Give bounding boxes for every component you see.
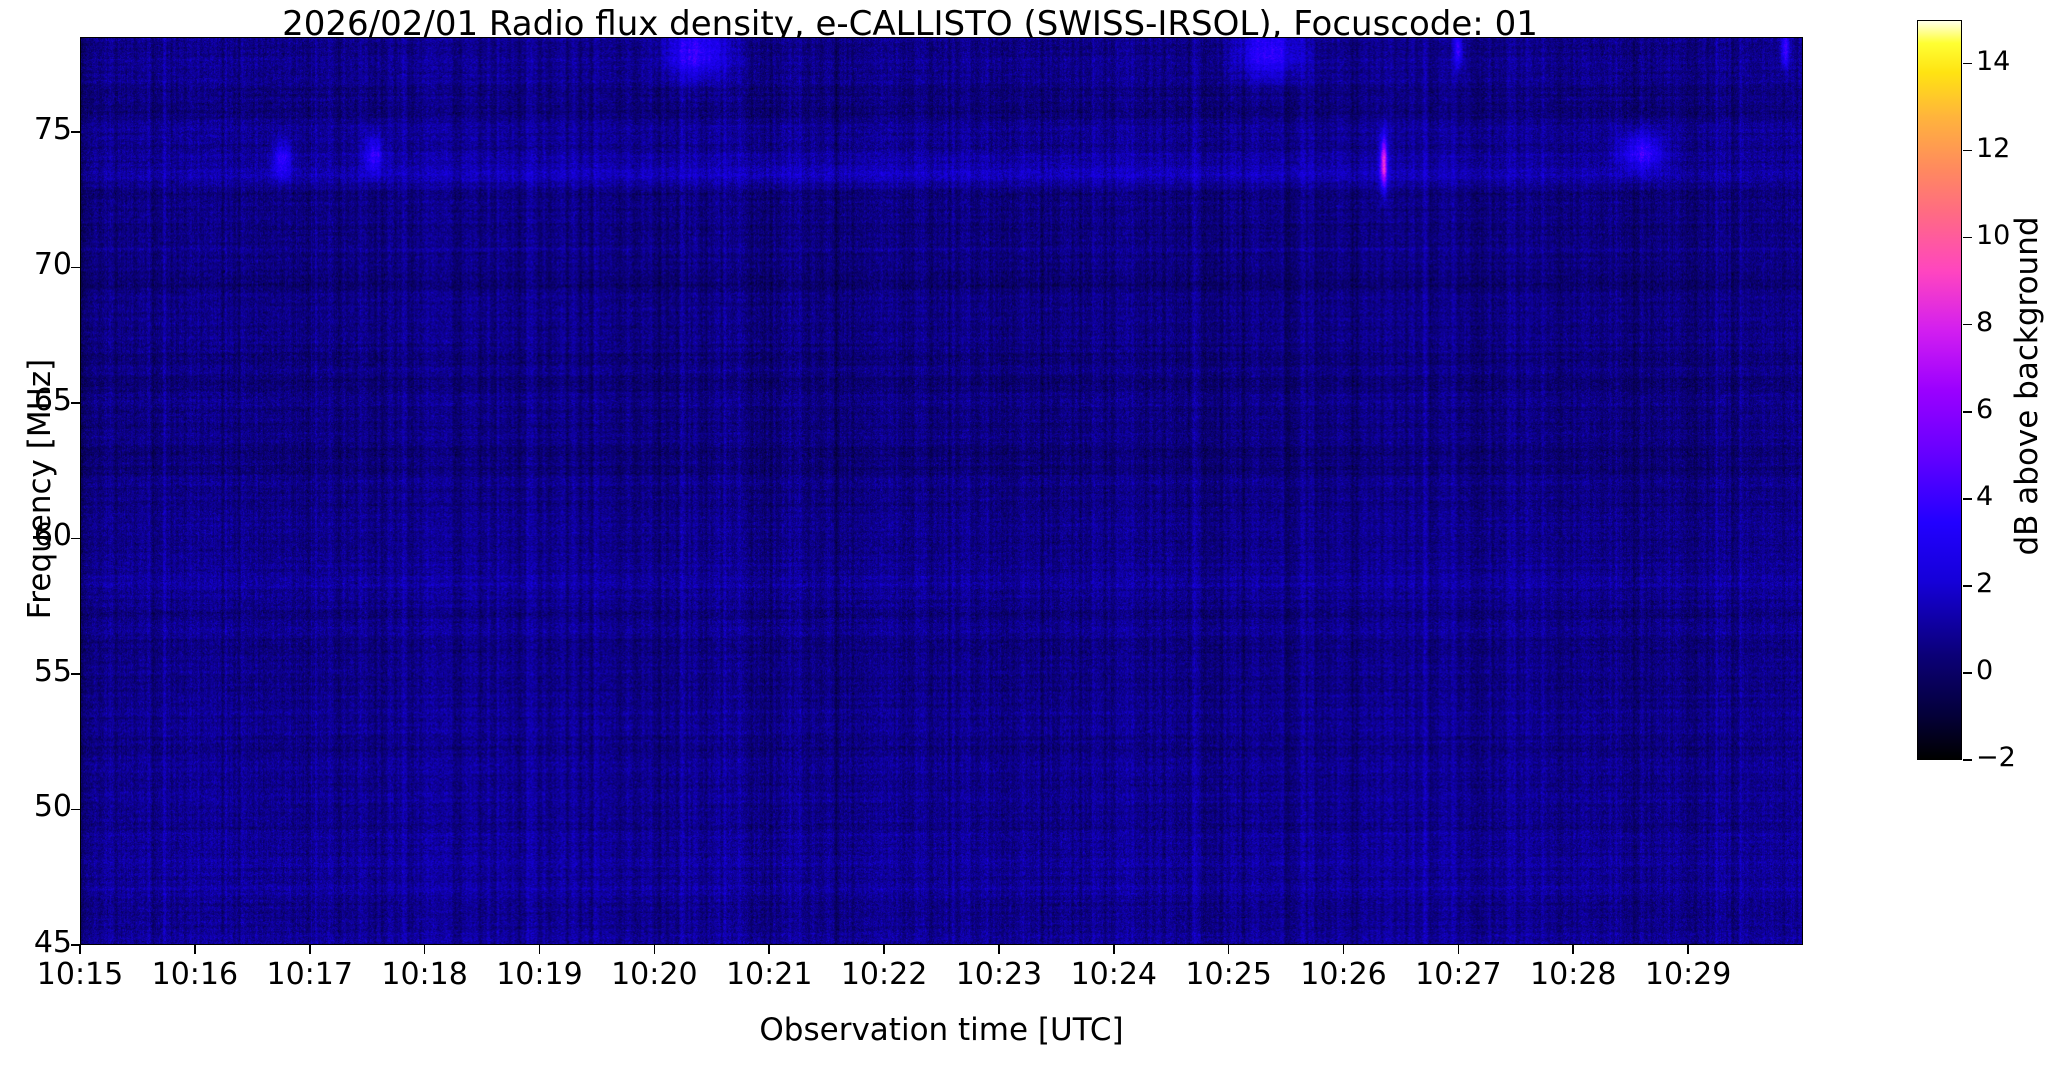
colorbar-gradient: [1918, 21, 1961, 759]
x-tick-label: 10:28: [1530, 957, 1617, 992]
colorbar-tick-mark: [1963, 759, 1972, 761]
x-tick-label: 10:16: [151, 957, 239, 992]
x-tick-label: 10:15: [36, 957, 124, 992]
x-tick-mark: [308, 945, 311, 954]
colorbar-tick-mark: [1963, 62, 1972, 65]
x-axis-label: Observation time [UTC]: [759, 1012, 1124, 1048]
colorbar-label-wrap: dB above background: [2009, 20, 2045, 760]
colorbar-tick-label: 8: [1976, 306, 1994, 338]
colorbar-tick-label: 0: [1976, 654, 1994, 686]
colorbar-tick-label: 10: [1976, 219, 2011, 251]
y-tick-mark: [71, 537, 80, 540]
colorbar-tick-label: 4: [1976, 480, 1994, 512]
y-tick-mark: [71, 808, 80, 811]
x-tick-label: 10:19: [496, 957, 583, 992]
x-tick-label: 10:29: [1644, 957, 1732, 992]
spectrogram-image: [81, 38, 1802, 944]
colorbar-label: dB above background: [2009, 216, 2045, 556]
spectrogram-axes: [80, 37, 1803, 945]
x-tick-label: 10:25: [1185, 957, 1272, 992]
x-tick-mark: [1572, 945, 1575, 954]
colorbar-tick-mark: [1963, 410, 1972, 413]
colorbar-tick-mark: [1963, 498, 1972, 500]
y-tick-label: 55: [33, 653, 72, 689]
x-tick-mark: [1113, 945, 1115, 954]
x-tick-mark: [883, 945, 885, 954]
colorbar-tick-mark: [1963, 672, 1972, 674]
colorbar-tick-mark: [1963, 585, 1972, 587]
y-tick-label: 45: [33, 925, 72, 960]
x-tick-mark: [1687, 945, 1689, 954]
x-tick-label: 10:24: [1070, 957, 1158, 992]
y-tick-mark: [71, 402, 80, 404]
colorbar-tick-mark: [1963, 323, 1972, 326]
colorbar-tick-label: 6: [1976, 393, 1994, 425]
y-tick-mark: [71, 131, 80, 133]
x-tick-mark: [1227, 945, 1230, 954]
x-tick-mark: [768, 945, 770, 954]
y-tick-label: 60: [33, 518, 72, 554]
y-tick-label: 65: [33, 382, 72, 418]
x-tick-mark: [1342, 945, 1345, 954]
x-tick-mark: [538, 945, 541, 954]
x-tick-label: 10:23: [955, 957, 1043, 992]
x-tick-label: 10:26: [1300, 957, 1387, 992]
x-tick-mark: [79, 945, 81, 954]
y-tick-mark: [71, 673, 80, 675]
x-tick-label: 10:21: [725, 957, 813, 992]
colorbar-tick-label: 2: [1976, 567, 1994, 599]
colorbar-tick-label: 14: [1976, 45, 2011, 77]
y-tick-label: 70: [33, 247, 72, 283]
y-tick-label: 75: [33, 111, 72, 147]
y-tick-label: 50: [33, 789, 72, 825]
x-tick-mark: [653, 945, 656, 954]
colorbar-tick-mark: [1963, 236, 1972, 239]
x-tick-label: 10:22: [840, 957, 928, 992]
x-tick-mark: [1457, 945, 1460, 954]
colorbar-tick-mark: [1963, 149, 1972, 152]
y-tick-mark: [71, 944, 80, 946]
colorbar-tick-label: −2: [1976, 742, 2016, 773]
x-tick-mark: [423, 945, 426, 954]
x-tick-mark: [998, 945, 1000, 954]
colorbar: [1917, 20, 1962, 760]
x-tick-label: 10:18: [381, 957, 468, 992]
colorbar-tick-label: 12: [1976, 132, 2011, 164]
x-tick-label: 10:20: [611, 957, 698, 992]
x-tick-mark: [194, 945, 196, 954]
x-tick-label: 10:17: [266, 957, 353, 992]
x-tick-label: 10:27: [1415, 957, 1502, 992]
y-tick-mark: [71, 266, 80, 269]
